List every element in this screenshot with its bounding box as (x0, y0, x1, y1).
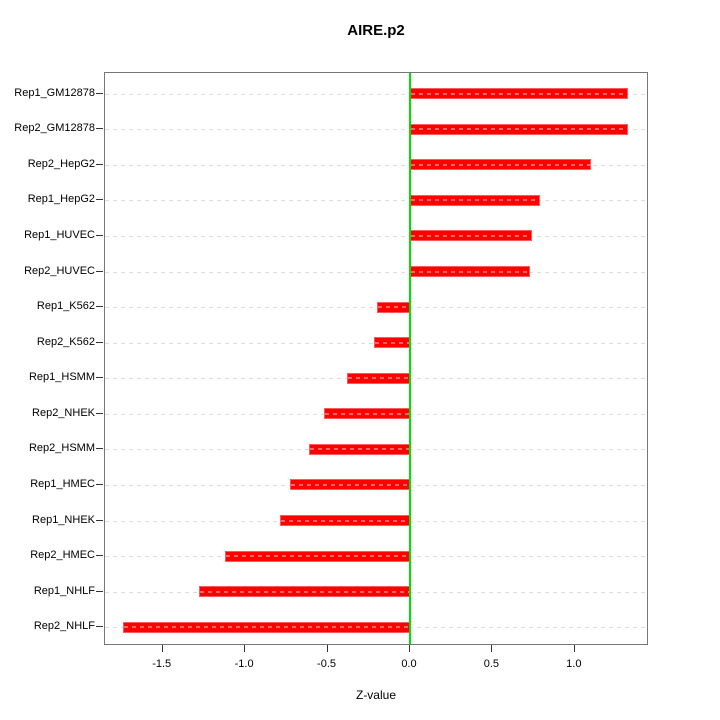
bar-Rep2_HMEC (225, 550, 410, 562)
y-tick (96, 377, 103, 379)
y-tick (96, 412, 103, 414)
y-tick-label: Rep2_HUVEC (24, 264, 95, 277)
bar-dash-pattern (348, 377, 409, 380)
bar-Rep2_K562 (373, 337, 410, 349)
bar-dash-pattern (310, 448, 409, 451)
x-tick (573, 645, 575, 652)
x-tick-label: -1.0 (234, 658, 254, 670)
gridline (105, 164, 647, 166)
bar-Rep1_GM12878 (409, 88, 628, 100)
y-tick-label: Rep1_HMEC (30, 477, 95, 490)
gridline (105, 129, 647, 131)
y-tick (96, 92, 103, 94)
y-tick-label: Rep2_GM12878 (14, 122, 95, 135)
bar-Rep1_HMEC (289, 479, 410, 491)
y-tick (96, 199, 103, 201)
x-tick (244, 645, 246, 652)
gridline (105, 93, 647, 95)
y-tick-label: Rep1_K562 (36, 300, 95, 313)
x-axis-title: Z-value (355, 688, 396, 702)
y-tick (96, 483, 103, 485)
y-tick-label: Rep2_HSMM (28, 442, 95, 455)
y-tick (96, 555, 103, 557)
y-tick (96, 234, 103, 236)
y-tick-label: Rep1_HUVEC (24, 228, 95, 241)
x-tick-label: 1.0 (566, 658, 582, 670)
bar-Rep2_NHEK (324, 408, 410, 420)
y-tick (96, 163, 103, 165)
bar-dash-pattern (290, 483, 409, 486)
bar-dash-pattern (124, 626, 409, 629)
bar-dash-pattern (410, 270, 530, 273)
bar-Rep1_K562 (377, 301, 410, 313)
y-tick (96, 270, 103, 272)
bar-dash-pattern (280, 519, 409, 522)
y-tick-label: Rep1_HSMM (28, 371, 95, 384)
y-tick-label: Rep2_HepG2 (27, 157, 95, 170)
gridline (105, 235, 647, 237)
gridline (105, 307, 647, 309)
bar-Rep1_HSMM (347, 372, 410, 384)
bar-dash-pattern (410, 199, 540, 202)
x-tick-label: 0.5 (483, 658, 500, 670)
bar-Rep1_HUVEC (409, 230, 532, 242)
x-tick (408, 645, 410, 652)
y-tick-label: Rep2_HMEC (30, 549, 95, 562)
bar-dash-pattern (410, 234, 531, 237)
bar-dash-pattern (374, 341, 409, 344)
gridline (105, 200, 647, 202)
bar-Rep2_HepG2 (409, 159, 592, 171)
bar-dash-pattern (226, 555, 409, 558)
bar-dash-pattern (378, 306, 409, 309)
bar-Rep2_HUVEC (409, 266, 531, 278)
gridline (105, 271, 647, 273)
y-tick (96, 128, 103, 130)
bar-Rep2_NHLF (123, 621, 410, 633)
y-tick-label: Rep2_NHEK (32, 406, 95, 419)
y-tick (96, 448, 103, 450)
x-tick (326, 645, 328, 652)
bar-Rep2_GM12878 (409, 123, 628, 135)
bar-dash-pattern (410, 128, 627, 131)
y-tick-label: Rep2_NHLF (33, 620, 95, 633)
y-tick-label: Rep1_NHEK (32, 513, 95, 526)
y-tick-label: Rep2_K562 (36, 335, 95, 348)
x-tick-label: 0.0 (401, 658, 417, 670)
chart-title: AIRE.p2 (347, 22, 405, 39)
y-tick (96, 626, 103, 628)
y-tick (96, 519, 103, 521)
bar-dash-pattern (410, 92, 627, 95)
zero-line (408, 73, 411, 644)
y-tick (96, 590, 103, 592)
y-tick (96, 306, 103, 308)
x-tick (491, 645, 493, 652)
x-tick (161, 645, 163, 652)
bar-Rep2_HSMM (309, 443, 410, 455)
bar-Rep1_NHLF (198, 586, 410, 598)
bar-dash-pattern (410, 163, 591, 166)
y-tick-label: Rep1_GM12878 (14, 86, 95, 99)
x-tick-label: -1.5 (152, 658, 172, 670)
bar-Rep1_HepG2 (409, 194, 541, 206)
bar-Rep1_NHEK (279, 515, 410, 527)
y-tick (96, 341, 103, 343)
x-tick-label: -0.5 (317, 658, 337, 670)
bar-dash-pattern (199, 590, 409, 593)
bar-dash-pattern (325, 412, 409, 415)
y-tick-label: Rep1_HepG2 (27, 193, 95, 206)
plot-area (104, 72, 648, 645)
y-tick-label: Rep1_NHLF (33, 584, 95, 597)
